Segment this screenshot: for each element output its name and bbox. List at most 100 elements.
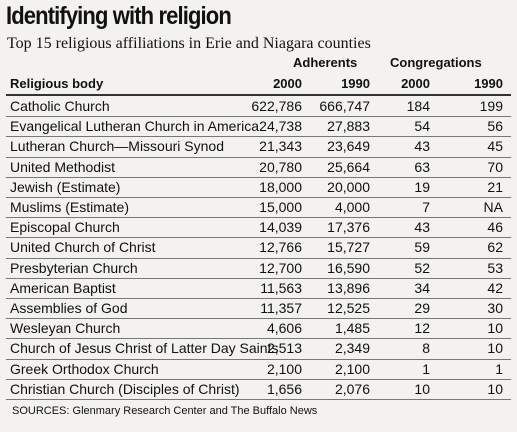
- cell-value: 21: [487, 178, 503, 195]
- cell-value: 20,780: [259, 158, 302, 175]
- cell-value: 2,100: [266, 360, 302, 377]
- cell-value: 4,000: [334, 199, 370, 215]
- cell-value: 53: [487, 259, 503, 276]
- row-label: Church of Jesus Christ of Latter Day Sai…: [10, 340, 279, 357]
- cell-value: 1: [495, 360, 503, 377]
- cell-value: 59: [414, 239, 430, 256]
- row-rule: [6, 358, 511, 360]
- cell-value: 4,606: [266, 320, 302, 337]
- group-header: Adherents: [293, 55, 358, 70]
- cell-value: 2,513: [266, 340, 302, 357]
- column-header: 2000: [273, 76, 302, 91]
- cell-value: 12,766: [259, 239, 302, 256]
- cell-value: 70: [487, 158, 503, 175]
- cell-value: 11,357: [260, 300, 302, 316]
- cell-value: 199: [479, 98, 503, 114]
- cell-value: 24,738: [259, 118, 302, 135]
- cell-value: 15,727: [327, 239, 370, 256]
- cell-value: 622,786: [251, 98, 302, 114]
- row-rule: [6, 257, 511, 259]
- cell-value: 10: [487, 380, 503, 397]
- cell-value: 10: [487, 320, 503, 337]
- cell-value: 45: [487, 138, 503, 155]
- cell-value: 52: [414, 259, 430, 276]
- cell-value: 1,656: [266, 380, 302, 397]
- row-label: United Methodist: [10, 158, 116, 175]
- row-rule: [6, 378, 511, 380]
- row-label: Jewish (Estimate): [10, 178, 121, 195]
- cell-value: 1: [422, 360, 430, 377]
- cell-value: 23,649: [327, 138, 370, 155]
- column-header: 1990: [474, 76, 503, 91]
- cell-value: 34: [414, 279, 430, 296]
- row-rule: [6, 156, 511, 158]
- row-rule: [6, 277, 511, 279]
- cell-value: 63: [414, 158, 430, 175]
- row-label: Assemblies of God: [10, 300, 128, 316]
- source: SOURCES: Glenmary Research Center and Th…: [12, 405, 318, 417]
- row-rule: [6, 116, 511, 118]
- cell-value: 10: [487, 340, 503, 357]
- cell-value: 11,563: [260, 279, 302, 296]
- row-rule: [6, 136, 511, 138]
- cell-value: 13,896: [327, 279, 370, 296]
- row-rule: [6, 237, 511, 239]
- cell-value: 25,664: [327, 158, 370, 175]
- cell-value: 19: [414, 178, 430, 195]
- row-rule: [6, 176, 511, 178]
- cell-value: 62: [487, 239, 503, 256]
- cell-value: 666,747: [319, 98, 370, 114]
- row-rule: [6, 298, 511, 299]
- cell-value: 10: [414, 380, 430, 397]
- cell-value: 12: [414, 320, 430, 337]
- cell-value: 42: [487, 279, 503, 296]
- cell-value: 30: [487, 300, 503, 316]
- row-label: Evangelical Lutheran Church in America: [10, 118, 260, 135]
- row-rule: [6, 217, 511, 219]
- row-label: Greek Orthodox Church: [10, 360, 159, 377]
- cell-value: 16,590: [327, 259, 370, 276]
- group-header: Congregations: [390, 55, 482, 70]
- row-label: Muslims (Estimate): [10, 199, 130, 215]
- column-header: Religious body: [10, 76, 104, 91]
- cell-value: 43: [414, 219, 430, 236]
- cell-value: NA: [483, 199, 503, 215]
- cell-value: 20,000: [327, 178, 370, 195]
- cell-value: 8: [422, 340, 430, 357]
- row-rule: [6, 197, 511, 198]
- row-label: United Church of Christ: [10, 239, 156, 256]
- row-rule: [6, 338, 511, 340]
- cell-value: 54: [414, 118, 430, 135]
- cell-value: 184: [406, 98, 430, 114]
- row-rule: [6, 399, 511, 400]
- row-label: Catholic Church: [10, 98, 110, 114]
- cell-value: 29: [414, 300, 430, 316]
- cell-value: 18,000: [259, 178, 302, 195]
- cell-value: 1,485: [334, 320, 370, 337]
- cell-value: 2,100: [334, 360, 370, 377]
- row-label: Lutheran Church—Missouri Synod: [10, 138, 224, 155]
- cell-value: 2,076: [334, 380, 370, 397]
- column-header: 2000: [401, 76, 430, 91]
- row-label: American Baptist: [10, 279, 116, 296]
- cell-value: 15,000: [259, 199, 302, 215]
- column-header: 1990: [341, 76, 370, 91]
- row-label: Wesleyan Church: [10, 320, 121, 337]
- cell-value: 43: [414, 138, 430, 155]
- cell-value: 2,349: [334, 340, 370, 357]
- row-label: Presbyterian Church: [10, 259, 138, 276]
- row-label: Episcopal Church: [10, 219, 120, 236]
- cell-value: 14,039: [259, 219, 302, 236]
- row-rule: [6, 318, 511, 320]
- cell-value: 21,343: [259, 138, 302, 155]
- cell-value: 46: [487, 219, 503, 236]
- cell-value: 56: [487, 118, 503, 135]
- title: Identifying with religion: [6, 2, 232, 30]
- cell-value: 7: [422, 199, 430, 215]
- cell-value: 27,883: [327, 118, 370, 135]
- row-label: Christian Church (Disciples of Christ): [10, 380, 240, 397]
- subtitle: Top 15 religious affiliations in Erie an…: [7, 35, 371, 52]
- cell-value: 12,700: [259, 259, 302, 276]
- header-rule: [6, 94, 511, 96]
